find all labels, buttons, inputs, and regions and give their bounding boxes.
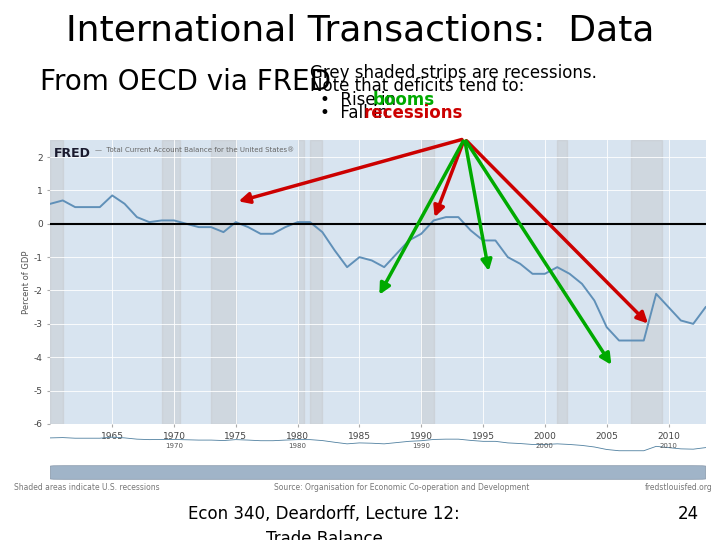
- Text: recessions: recessions: [364, 104, 463, 122]
- Text: 2000: 2000: [536, 443, 554, 449]
- Bar: [631, 140, 662, 424]
- Bar: [211, 140, 236, 424]
- Text: 1980: 1980: [289, 443, 307, 449]
- FancyBboxPatch shape: [50, 465, 706, 480]
- Bar: [310, 140, 323, 424]
- Bar: [421, 140, 433, 424]
- Text: Grey shaded strips are recessions.: Grey shaded strips are recessions.: [310, 64, 596, 82]
- Text: Econ 340, Deardorff, Lecture 12:
Trade Balance: Econ 340, Deardorff, Lecture 12: Trade B…: [188, 505, 460, 540]
- Text: 1970: 1970: [165, 443, 183, 449]
- Bar: [50, 140, 63, 424]
- Text: 1990: 1990: [413, 443, 431, 449]
- Text: International Transactions:  Data: International Transactions: Data: [66, 14, 654, 48]
- Bar: [297, 140, 304, 424]
- Text: FRED: FRED: [54, 147, 91, 160]
- Text: From OECD via FRED: From OECD via FRED: [40, 68, 330, 96]
- Text: —  Total Current Account Balance for the United States®: — Total Current Account Balance for the …: [95, 147, 294, 153]
- Text: Source: Organisation for Economic Co-operation and Development: Source: Organisation for Economic Co-ope…: [274, 483, 529, 492]
- Text: 24: 24: [678, 505, 698, 523]
- Text: fredstlouisfed.org: fredstlouisfed.org: [645, 483, 713, 492]
- Text: •  Rise in: • Rise in: [320, 91, 402, 109]
- Text: Note that deficits tend to:: Note that deficits tend to:: [310, 77, 524, 95]
- Bar: [557, 140, 567, 424]
- Y-axis label: Percent of GDP: Percent of GDP: [22, 251, 31, 314]
- Text: booms: booms: [373, 91, 435, 109]
- Text: 2010: 2010: [660, 443, 678, 449]
- Text: •  Fall in: • Fall in: [320, 104, 394, 122]
- Text: Shaded areas indicate U.S. recessions: Shaded areas indicate U.S. recessions: [14, 483, 160, 492]
- Bar: [162, 140, 180, 424]
